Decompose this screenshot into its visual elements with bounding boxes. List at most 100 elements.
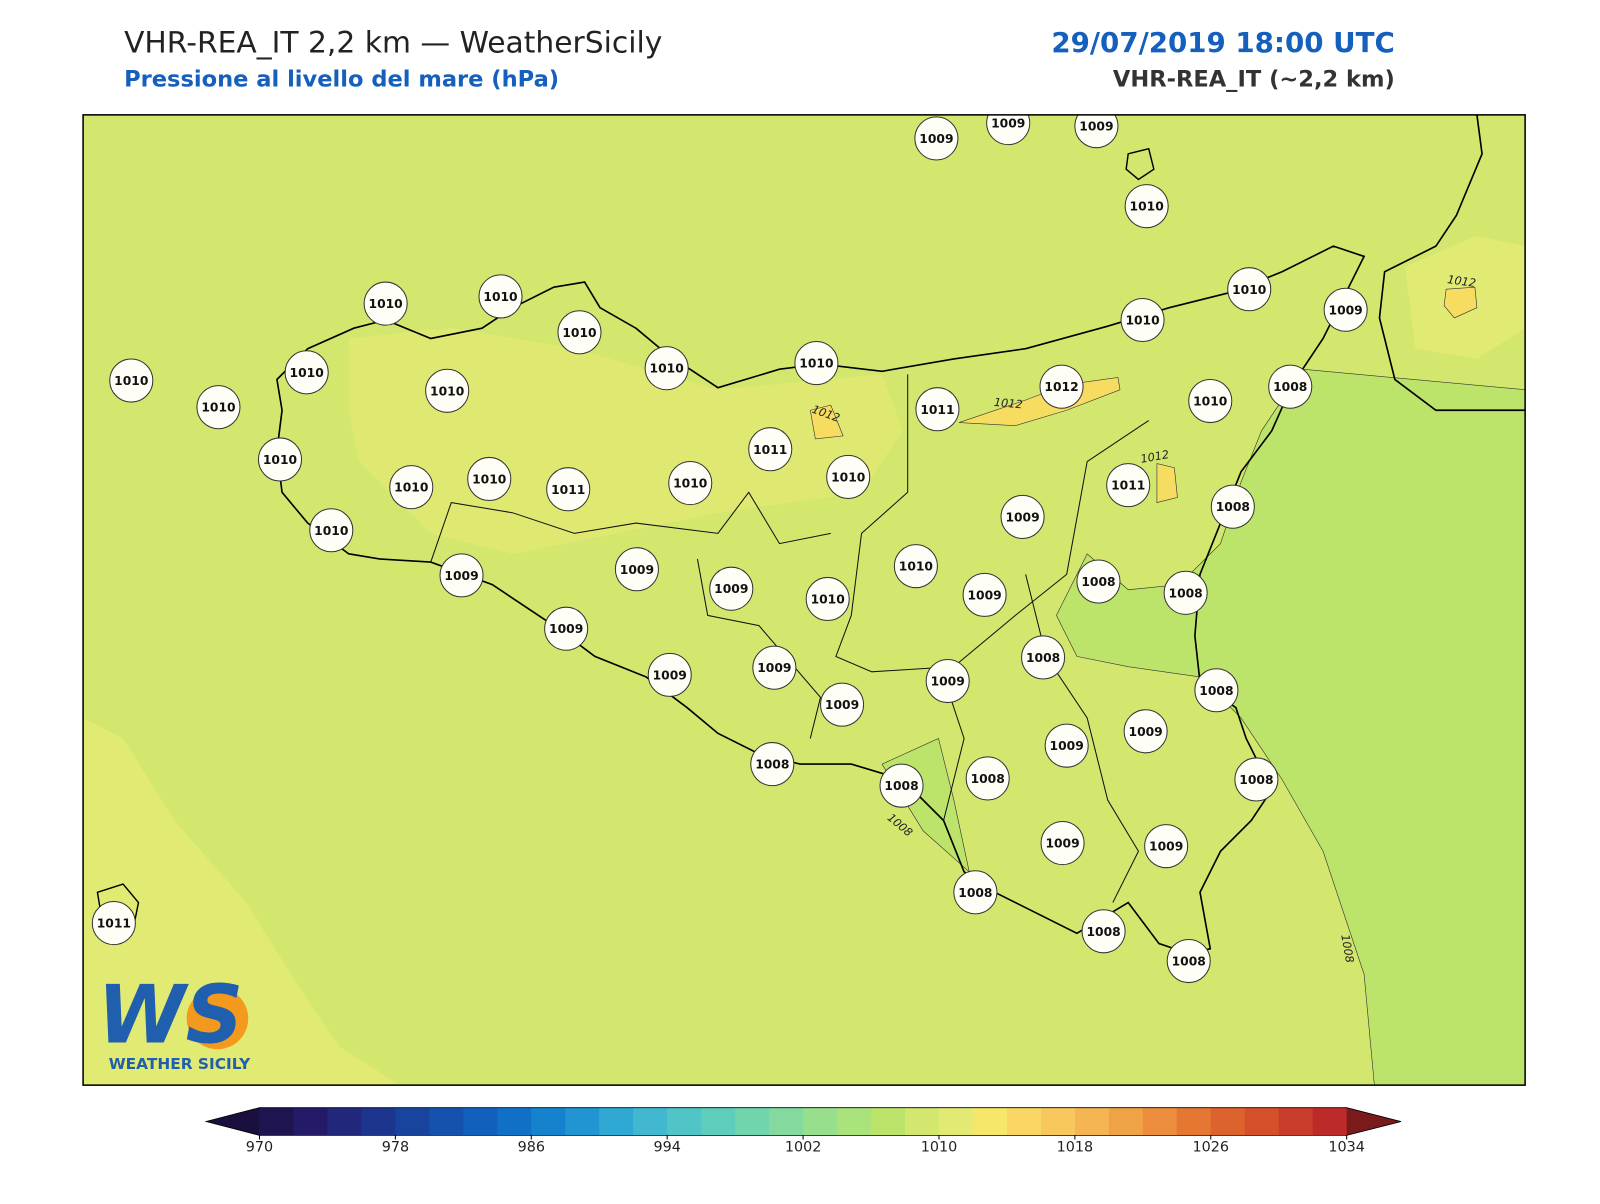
station: 1010 [1227, 267, 1272, 312]
station-label: 1010 [394, 481, 428, 495]
station-label: 1010 [811, 593, 845, 607]
station: 1011 [748, 427, 793, 472]
contour-label: 1012 [993, 396, 1023, 411]
colorbar-segment [599, 1107, 634, 1136]
station-label: 1009 [714, 582, 748, 596]
colorbar-segment [633, 1107, 668, 1136]
station: 1009 [647, 652, 692, 697]
station-label: 1010 [263, 453, 297, 467]
station-label: 1008 [1199, 684, 1233, 698]
model: VHR-REA_IT (~2,2 km) [1113, 67, 1395, 93]
station: 1009 [1144, 824, 1189, 869]
station-marker [819, 682, 865, 727]
station: 1008 [1081, 909, 1126, 954]
station-marker [914, 116, 959, 161]
station: 1009 [544, 606, 589, 651]
station-label: 1010 [650, 362, 684, 376]
colorbar-segment [463, 1107, 498, 1136]
colorbar-segment [701, 1107, 736, 1136]
logo-mark: WS [97, 968, 243, 1061]
station-label: 1008 [1239, 773, 1273, 787]
station: 1010 [557, 310, 602, 355]
colorbar-segment [972, 1107, 1008, 1136]
station-marker [1124, 184, 1169, 229]
station-marker [1268, 364, 1313, 409]
station: 1009 [614, 547, 659, 592]
station-label: 1010 [290, 366, 324, 380]
station: 1009 [1323, 287, 1368, 332]
station: 1009 [925, 658, 970, 704]
station-label: 1010 [201, 401, 235, 415]
station: 1009 [986, 114, 1031, 146]
station: 1008 [1076, 559, 1121, 604]
colorbar-segment [871, 1107, 906, 1136]
colorbar-segment [429, 1107, 464, 1136]
station-label: 1009 [1050, 739, 1084, 753]
station-marker [1021, 635, 1066, 680]
station-label: 1008 [1086, 925, 1120, 939]
station-marker [1323, 287, 1368, 332]
station-label: 1009 [991, 117, 1025, 131]
field-1012 [1443, 286, 1478, 319]
map-frame [82, 114, 1526, 1086]
colorbar-tick-label: 1002 [785, 1140, 822, 1156]
colorbar-segment [259, 1107, 294, 1136]
colorbar-over [1346, 1107, 1402, 1136]
station: 1009 [1123, 709, 1168, 754]
station-marker [1163, 570, 1208, 615]
station-label: 1010 [1125, 314, 1159, 328]
station-marker [893, 544, 938, 589]
colorbar-tick-label: 1018 [1057, 1140, 1094, 1156]
station: 1008 [965, 756, 1010, 801]
station: 1009 [1044, 723, 1089, 768]
field-1008 [1056, 368, 1526, 1086]
station: 1009 [709, 566, 754, 611]
station-label: 1008 [958, 886, 992, 900]
station-label: 1012 [1044, 380, 1078, 394]
station-marker [1000, 494, 1045, 539]
station-marker [915, 387, 960, 432]
station: 1010 [196, 385, 241, 430]
station-label: 1010 [1232, 283, 1266, 297]
station-marker [1188, 378, 1233, 424]
contour-label: 1008 [1338, 933, 1356, 963]
station: 1010 [1124, 184, 1169, 229]
station: 1010 [478, 274, 523, 319]
colorbar-segment [1312, 1107, 1348, 1136]
station: 1010 [826, 454, 871, 499]
station: 1009 [439, 553, 484, 598]
station: 1008 [953, 870, 998, 915]
station: 1010 [425, 368, 470, 413]
colorbar-tick-label: 978 [382, 1140, 409, 1156]
island [1125, 147, 1155, 181]
station-label: 1008 [755, 758, 789, 772]
station: 1009 [914, 116, 959, 161]
station-marker [752, 645, 797, 690]
station-marker [1040, 821, 1085, 866]
station: 1008 [1163, 570, 1208, 615]
station-marker [1144, 824, 1189, 869]
station: 1011 [546, 467, 591, 512]
station: 1008 [1021, 635, 1066, 680]
station-marker [986, 114, 1031, 146]
logo-name: WEATHER SICILY [109, 1055, 251, 1073]
station-marker [879, 763, 924, 808]
station-marker [668, 461, 713, 506]
colorbar-segment [1108, 1107, 1144, 1136]
station-label: 1009 [444, 569, 478, 583]
colorbar-segment [667, 1107, 702, 1136]
station-label: 1008 [884, 779, 918, 793]
station-label: 1009 [919, 132, 953, 146]
station-label: 1010 [314, 524, 348, 538]
station-label: 1010 [369, 297, 403, 311]
calabria-coast [1378, 114, 1526, 412]
date: 29/07/2019 18:00 UTC [1051, 26, 1394, 59]
logo: WS WEATHER SICILY [97, 968, 251, 1073]
station-marker [925, 658, 970, 704]
station-label: 1011 [551, 483, 585, 497]
station-label: 1011 [1111, 479, 1145, 493]
station-marker [544, 606, 589, 651]
station: 1010 [284, 350, 329, 395]
colorbar-segment [735, 1107, 770, 1136]
station: 1009 [752, 645, 797, 690]
